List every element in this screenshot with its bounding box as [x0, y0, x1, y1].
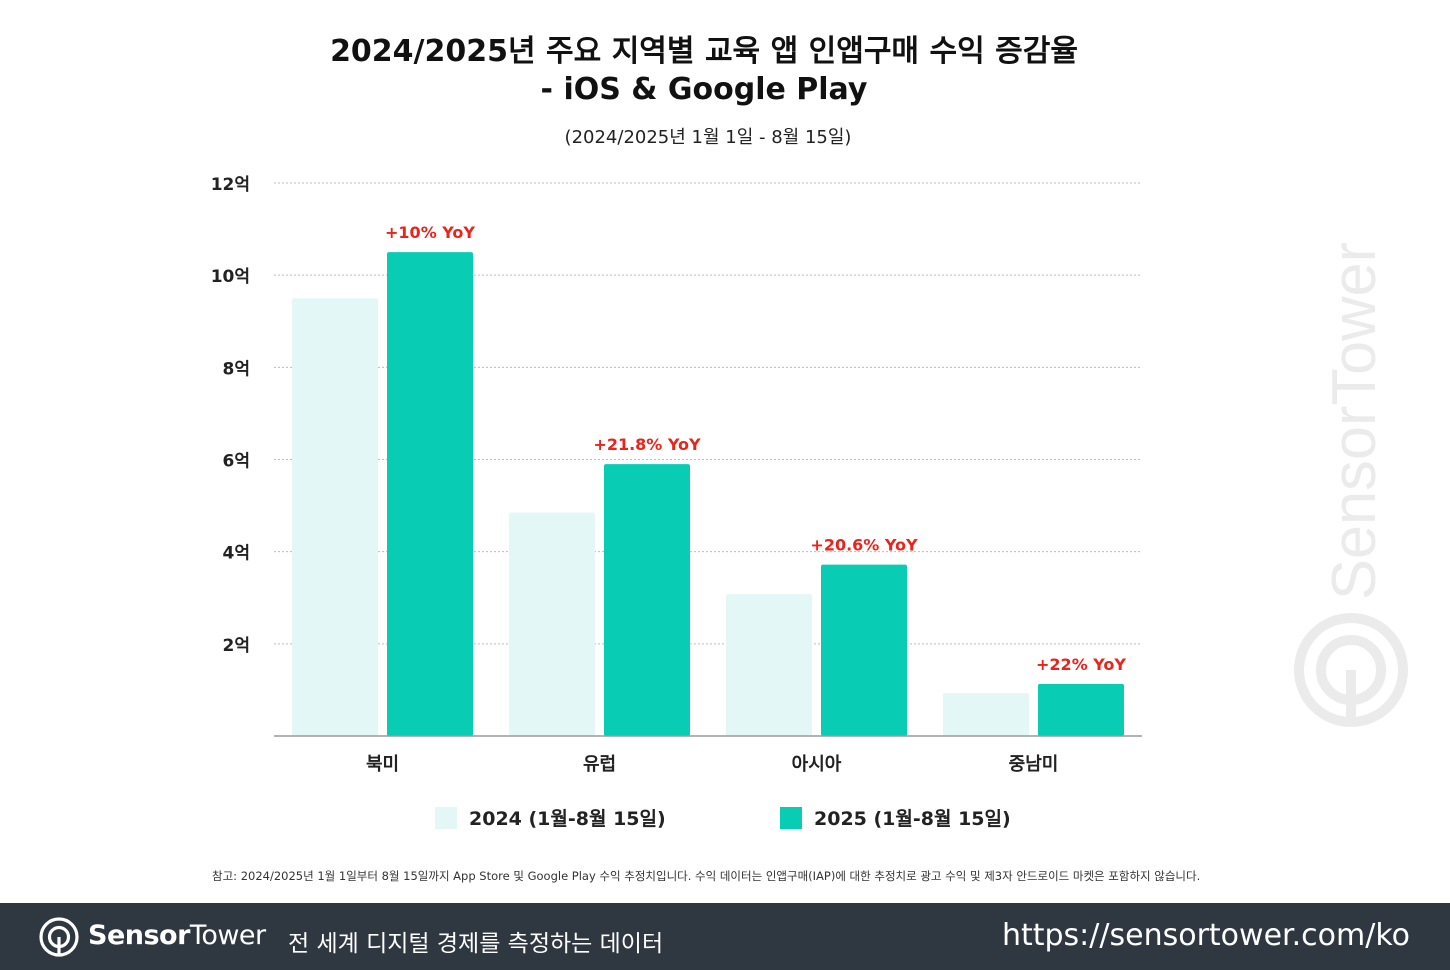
footer-bar: SensorTower 전 세계 디지털 경제를 측정하는 데이터 https:… — [0, 903, 1450, 970]
bar-2024 — [943, 693, 1029, 736]
bar-2025 — [604, 464, 690, 736]
y-tick-label: 10억 — [211, 267, 250, 287]
bar-chart: 2억 4억 6억 8억 10억 12억 +10% YoY 북미 +21.8% YoY 유럽 +20.… — [211, 175, 1142, 775]
yoy-label: +21.8% YoY — [593, 435, 701, 454]
legend-swatch-2025 — [780, 806, 802, 829]
x-tick-label: 유럽 — [583, 754, 616, 775]
x-tick-label: 북미 — [366, 754, 399, 775]
legend-item-2025: 2025 (1월-8월 15일) — [780, 804, 1011, 831]
yoy-label: +10% YoY — [385, 223, 475, 242]
y-tick-label: 8억 — [223, 359, 250, 379]
legend-label-2025: 2025 (1월-8월 15일) — [814, 808, 1011, 830]
legend-label-2024: 2024 (1월-8월 15일) — [469, 808, 666, 830]
chart-subtitle: (2024/2025년 1월 1일 - 8월 15일) — [564, 127, 852, 148]
footer-url[interactable]: https://sensortower.com/ko — [1001, 918, 1410, 953]
x-tick-label: 중남미 — [1009, 754, 1059, 775]
y-tick-label: 2억 — [223, 636, 250, 656]
chart-title-line2: - iOS & Google Play — [540, 72, 868, 107]
chart-title: 2024/2025년 주요 지역별 교육 앱 인앱구매 수익 증감율 — [330, 34, 1078, 69]
bar-2025 — [821, 564, 907, 736]
footer-tagline: 전 세계 디지털 경제를 측정하는 데이터 — [288, 931, 664, 957]
bar-2025 — [387, 252, 473, 736]
legend-swatch-2024 — [435, 806, 457, 829]
footer-brand-light: Tower — [189, 920, 266, 951]
bar-2025 — [1038, 683, 1124, 736]
y-tick-label: 6억 — [223, 452, 250, 472]
yoy-label: +20.6% YoY — [810, 536, 918, 555]
footer-brand: SensorTower — [88, 920, 266, 951]
legend-item-2024: 2024 (1월-8월 15일) — [435, 804, 666, 831]
bar-2024 — [292, 298, 378, 736]
bar-2024 — [726, 594, 812, 736]
yoy-label: +22% YoY — [1036, 655, 1126, 674]
bar-2024 — [509, 512, 595, 736]
x-tick-label: 아시아 — [792, 754, 842, 775]
y-tick-label: 4억 — [223, 544, 250, 564]
sensortower-logo-icon — [1294, 613, 1408, 727]
watermark: SensorTower — [1294, 242, 1408, 727]
watermark-text: SensorTower — [1320, 242, 1389, 600]
y-tick-label: 12억 — [211, 175, 250, 195]
footnote: 참고: 2024/2025년 1월 1일부터 8월 15일까지 App Stor… — [212, 869, 1201, 883]
footer-brand-bold: Sensor — [88, 920, 190, 951]
sensortower-logo-icon — [39, 917, 79, 957]
